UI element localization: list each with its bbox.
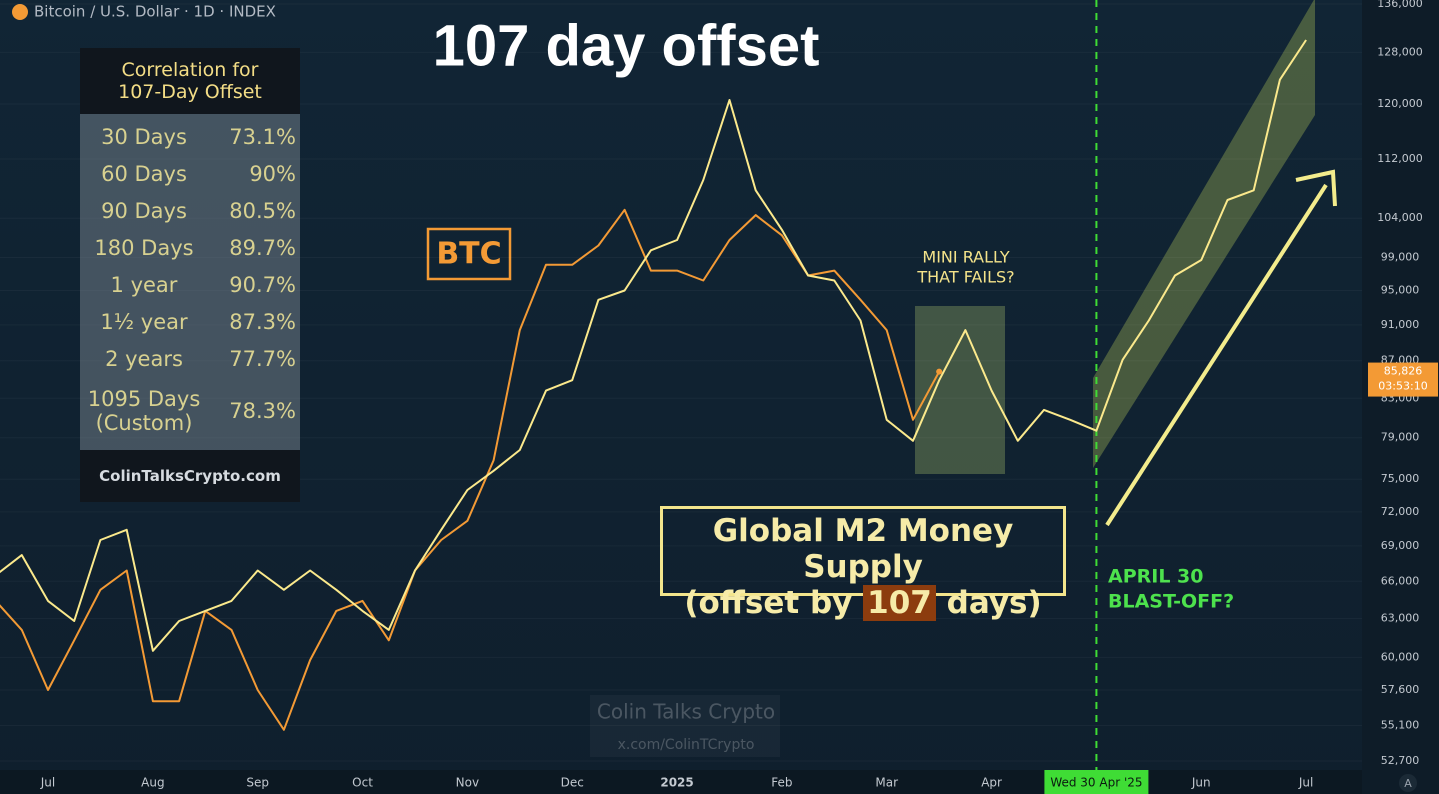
watermark-box	[590, 695, 780, 757]
y-tick-label: 57,600	[1381, 683, 1420, 696]
crosshair-label-bg	[1044, 770, 1149, 794]
watermark-handle: x.com/ColinTCrypto	[618, 737, 755, 753]
y-tick-label: 128,000	[1377, 45, 1423, 58]
y-tick-label: 104,000	[1377, 211, 1423, 224]
table-row: 30 Days 73.1%	[80, 118, 300, 155]
table-cell: 89.7%	[229, 235, 296, 260]
crosshair-label: Wed 30 Apr '25	[1050, 776, 1142, 790]
symbol-header: Bitcoin / U.S. Dollar · 1D · INDEX	[34, 3, 276, 21]
table-header: Correlation for 107-Day Offset	[80, 48, 300, 114]
table-cell: 180 Days	[94, 235, 194, 260]
table-cell: 2 years	[105, 346, 183, 371]
y-tick-label: 63,000	[1381, 611, 1420, 624]
table-footer: ColinTalksCrypto.com	[80, 450, 300, 502]
bitcoin-icon	[12, 4, 28, 20]
table-row: 1 year 90.7%	[80, 266, 300, 303]
table-cell: 1 year	[110, 272, 178, 297]
table-body: 30 Days 73.1% 60 Days 90% 90 Days 80.5% 180 Da…	[80, 114, 300, 450]
y-tick-label: 99,000	[1381, 251, 1420, 264]
x-tick-label: Jul	[40, 776, 55, 790]
countdown-label: 03:53:10	[1378, 380, 1427, 393]
x-tick-label: Aug	[141, 776, 164, 790]
annotation: APRIL 30	[1108, 566, 1204, 588]
chart-title: 107 day offset	[433, 13, 820, 78]
annotation: MINI RALLY	[922, 248, 1009, 267]
table-title: 107-Day Offset	[118, 81, 262, 103]
x-tick-label: Jun	[1191, 776, 1211, 790]
y-tick-label: 91,000	[1381, 318, 1420, 331]
y-tick-label: 95,000	[1381, 283, 1420, 296]
btc-label-box	[426, 227, 512, 281]
y-tick-label: 72,000	[1381, 505, 1420, 518]
y-tick-label: 79,000	[1381, 431, 1420, 444]
table-cell: 90 Days	[101, 198, 187, 223]
table-row: 1½ year 87.3%	[80, 303, 300, 340]
correlation-table: Correlation for 107-Day Offset 30 Days 73…	[80, 48, 300, 502]
arrow	[1105, 183, 1328, 527]
corner-label[interactable]: A	[1404, 777, 1412, 790]
price-tag-label: 85,826	[1384, 365, 1423, 378]
table-cell: 30 Days	[101, 124, 187, 149]
table-row: 1095 Days (Custom) 78.3%	[80, 377, 300, 445]
table-cell: 73.1%	[229, 124, 296, 149]
x-tick-label: Feb	[771, 776, 792, 790]
table-cell: 90%	[249, 161, 296, 186]
y-tick-label: 60,000	[1381, 650, 1420, 663]
x-tick-label: Dec	[561, 776, 584, 790]
annotation: THAT FAILS?	[916, 268, 1014, 287]
table-cell: 60 Days	[101, 161, 187, 186]
x-axis-strip	[0, 770, 1439, 794]
series-line	[0, 39, 1307, 652]
m2-label-box: Global M2 Money Supply (offset by 107 da…	[660, 506, 1066, 621]
table-cell: 1095 Days (Custom)	[87, 387, 201, 435]
table-row: 2 years 77.7%	[80, 340, 300, 377]
text: (offset by	[684, 585, 864, 621]
table-cell: 90.7%	[229, 272, 296, 297]
y-tick-label: 66,000	[1381, 574, 1420, 587]
y-tick-label: 75,000	[1381, 472, 1420, 485]
x-tick-label: Nov	[456, 776, 479, 790]
m2-offset: (offset by 107 days)	[663, 585, 1063, 621]
btc-label: BTC	[436, 237, 501, 272]
last-point	[936, 368, 943, 375]
channel-band	[1093, 0, 1315, 468]
table-row: 90 Days 80.5%	[80, 192, 300, 229]
y-tick-label: 69,000	[1381, 539, 1420, 552]
table-cell: 87.3%	[229, 309, 296, 334]
annotation: BLAST-OFF?	[1108, 591, 1234, 613]
x-tick-label: Oct	[352, 776, 373, 790]
corner-button[interactable]	[1399, 774, 1417, 792]
y-tick-label: 112,000	[1377, 152, 1423, 165]
table-cell: 80.5%	[229, 198, 296, 223]
series-line	[0, 208, 941, 731]
offset-number: 107	[863, 585, 936, 621]
price-tag	[1368, 362, 1438, 397]
table-row: 180 Days 89.7%	[80, 229, 300, 266]
y-tick-label: 52,700	[1381, 754, 1420, 767]
text: days)	[935, 585, 1042, 621]
x-tick-label: Sep	[246, 776, 269, 790]
y-tick-label: 120,000	[1377, 97, 1423, 110]
table-cell: 78.3%	[229, 399, 296, 423]
m2-label: Global M2 Money Supply	[712, 513, 1014, 585]
arrow-head	[1295, 169, 1337, 207]
x-tick-label: Apr	[981, 776, 1002, 790]
x-tick-label: Jul	[1298, 776, 1313, 790]
table-row: 60 Days 90%	[80, 155, 300, 192]
table-title: Correlation for	[121, 59, 259, 81]
x-tick-label: Mar	[875, 776, 898, 790]
y-axis-strip	[1362, 0, 1439, 794]
x-tick-label: 2025	[660, 776, 693, 790]
y-tick-label: 136,000	[1377, 0, 1423, 10]
y-tick-label: 55,100	[1381, 718, 1420, 731]
table-cell: 77.7%	[229, 346, 296, 371]
table-cell: 1½ year	[100, 309, 188, 334]
watermark: Colin Talks Crypto	[597, 700, 775, 724]
